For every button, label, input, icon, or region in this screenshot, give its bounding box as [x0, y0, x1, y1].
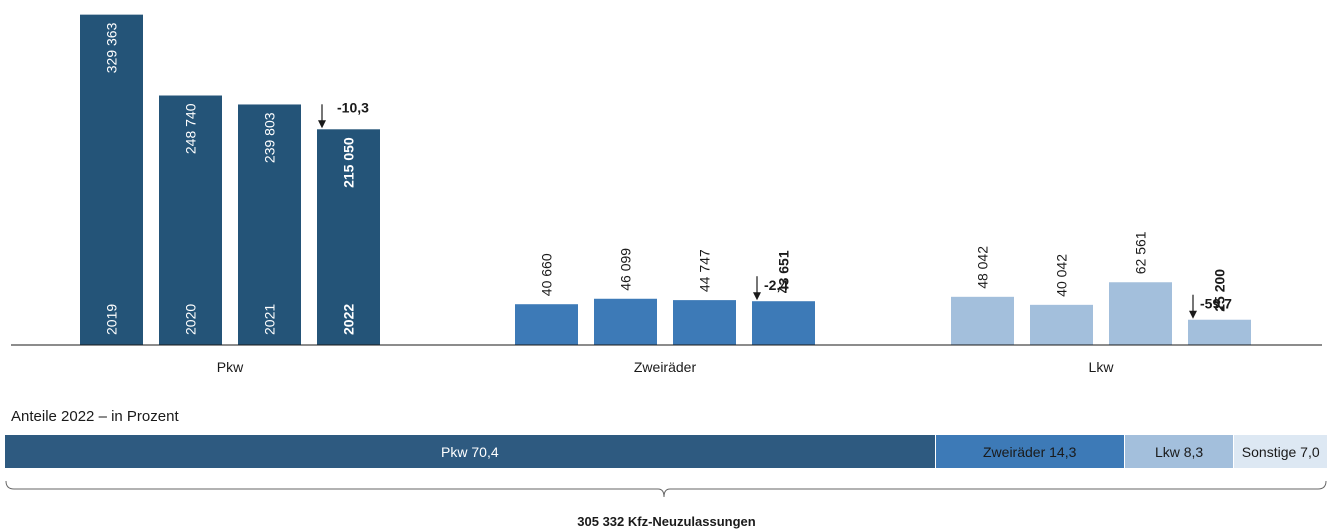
change-label: -10,3	[337, 99, 369, 115]
share-title: Anteile 2022 – in Prozent	[11, 408, 179, 425]
bar-chart: 329 363 2019 248 740 2020 239 803 2021 215 050…	[11, 14, 1322, 375]
bar	[80, 14, 143, 346]
category-label: Lkw	[1089, 359, 1115, 375]
bar	[515, 304, 578, 345]
bar-year-label: 2020	[183, 304, 199, 335]
bar	[159, 95, 222, 345]
bar	[1188, 319, 1251, 345]
bar	[317, 129, 380, 345]
bar-value-label: 43 651	[776, 250, 792, 293]
bar-value-label: 248 740	[183, 103, 199, 154]
bar-value-label: 25 200	[1212, 269, 1228, 312]
bar	[673, 300, 736, 345]
bar-value-label: 62 561	[1133, 231, 1149, 274]
bar	[238, 104, 301, 345]
change-arrow-head	[318, 120, 326, 129]
share-segment: Pkw 70,4	[5, 435, 936, 468]
bar-value-label: 40 042	[1054, 254, 1070, 297]
bar-value-label: 40 660	[539, 253, 555, 296]
bar-value-label: 46 099	[618, 248, 634, 291]
bar-value-label: 329 363	[104, 22, 120, 73]
bar-value-label: 239 803	[262, 112, 278, 163]
change-label: -59,7	[1200, 296, 1232, 312]
bar	[752, 301, 815, 345]
category-label: Pkw	[217, 359, 244, 375]
change-arrow-head	[753, 292, 761, 301]
bar-year-label: 2022	[341, 304, 357, 335]
bar	[951, 296, 1014, 345]
change-label: -2,4	[764, 277, 788, 293]
total-label: 305 332 Kfz-Neuzulassungen	[577, 514, 756, 529]
share-segment: Lkw 8,3	[1124, 435, 1235, 468]
bar-year-label: 2021	[262, 304, 278, 335]
bar	[1109, 282, 1172, 345]
bar	[594, 298, 657, 345]
share-segment: Zweiräder 14,3	[935, 435, 1125, 468]
share-segment: Sonstige 7,0	[1234, 435, 1327, 468]
share-bar: Pkw 70,4 Zweiräder 14,3 Lkw 8,3 Sonstige 7,…	[5, 435, 1327, 468]
bar-value-label: 215 050	[341, 137, 357, 188]
bar	[1030, 304, 1093, 345]
category-label: Zweiräder	[634, 359, 697, 375]
total-brace-path	[5, 480, 1327, 498]
change-arrow-head	[1189, 310, 1197, 319]
bar-value-label: 44 747	[697, 249, 713, 292]
bar-year-label: 2019	[104, 304, 120, 335]
bar-value-label: 48 042	[975, 246, 991, 289]
